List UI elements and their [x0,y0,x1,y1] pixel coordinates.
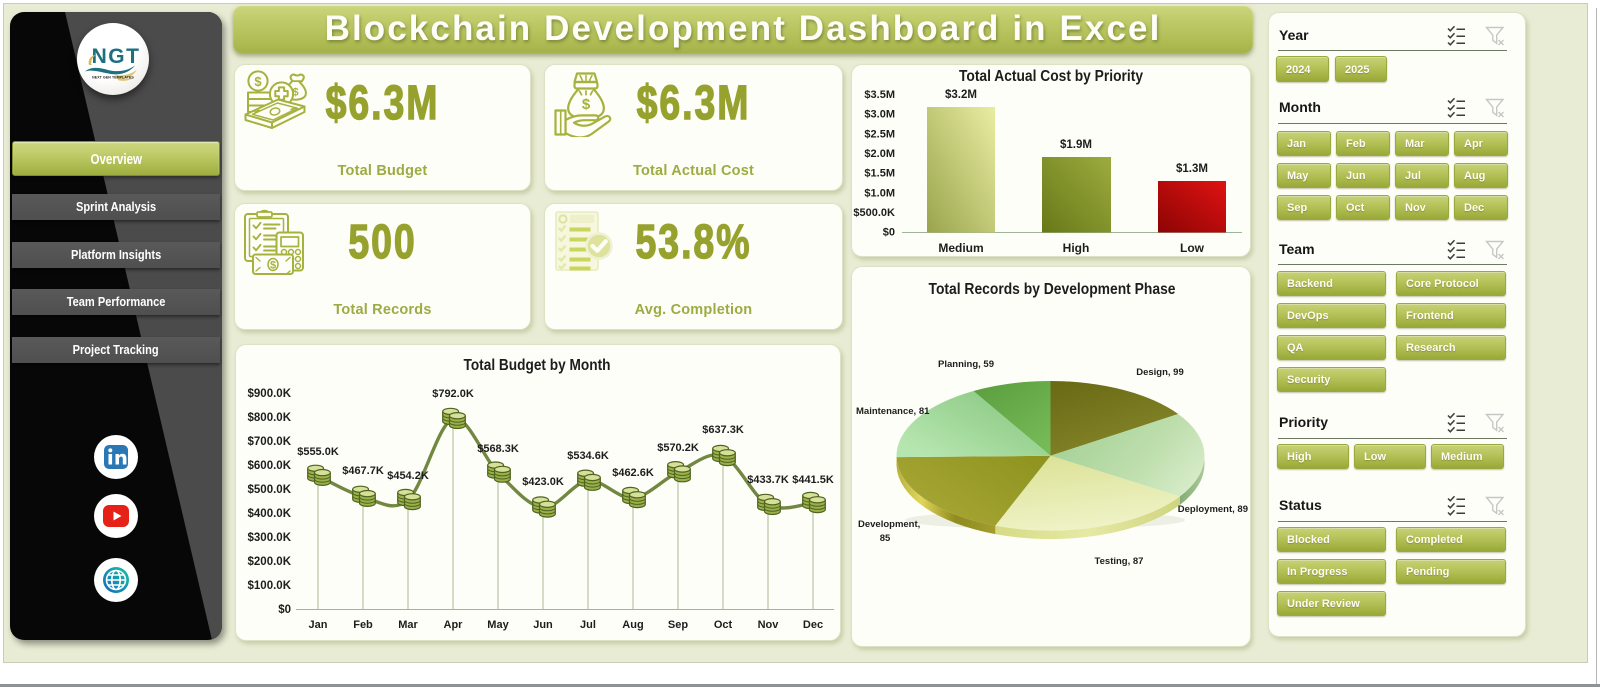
svg-text:Jul: Jul [580,619,596,631]
svg-text:$637.3K: $637.3K [702,424,744,436]
svg-text:$433.7K: $433.7K [747,474,789,486]
svg-text:$1.5M: $1.5M [864,168,895,180]
svg-text:$441.5K: $441.5K [792,474,834,486]
svg-text:Dec: Dec [803,619,823,631]
svg-text:$534.6K: $534.6K [567,450,609,462]
svg-text:85: 85 [880,533,891,544]
svg-text:$: $ [582,96,591,113]
svg-text:$568.3K: $568.3K [477,443,519,455]
svg-text:$: $ [254,74,262,89]
svg-text:$600.0K: $600.0K [248,460,292,472]
svg-text:Maintenance, 81: Maintenance, 81 [856,406,930,417]
svg-text:$700.0K: $700.0K [248,436,292,448]
svg-text:$800.0K: $800.0K [248,412,292,424]
svg-text:$2.5M: $2.5M [864,128,895,140]
svg-text:$2.0M: $2.0M [864,148,895,160]
svg-text:Sep: Sep [668,619,688,631]
svg-text:$423.0K: $423.0K [522,476,564,488]
svg-text:Jun: Jun [533,619,553,631]
svg-text:$3.0M: $3.0M [864,109,895,121]
svg-text:Low: Low [1180,241,1205,255]
svg-text:$: $ [270,260,276,272]
svg-text:$500.0K: $500.0K [248,484,292,496]
svg-text:Design, 99: Design, 99 [1136,367,1184,378]
svg-text:Nov: Nov [758,619,780,631]
svg-text:Apr: Apr [444,619,464,631]
svg-text:$3.2M: $3.2M [945,89,977,101]
svg-text:$300.0K: $300.0K [248,532,292,544]
svg-text:$1.3M: $1.3M [1176,163,1208,175]
svg-text:$100.0K: $100.0K [248,580,292,592]
svg-text:Deployment, 89: Deployment, 89 [1178,504,1248,515]
svg-text:Development,: Development, [858,519,920,530]
svg-text:$454.2K: $454.2K [387,470,429,482]
svg-text:$1.9M: $1.9M [1060,139,1092,151]
svg-text:High: High [1063,241,1090,255]
svg-text:$0: $0 [883,227,895,239]
svg-text:$900.0K: $900.0K [248,388,292,400]
svg-text:$500.0K: $500.0K [853,207,895,219]
svg-text:$0: $0 [278,604,291,616]
svg-text:$1.0M: $1.0M [864,187,895,199]
svg-text:May: May [487,619,509,631]
svg-text:$200.0K: $200.0K [248,556,292,568]
svg-text:$555.0K: $555.0K [297,446,339,458]
svg-text:$467.7K: $467.7K [342,465,384,477]
svg-text:$570.2K: $570.2K [657,442,699,454]
svg-text:Total Records by Development P: Total Records by Development Phase [929,281,1176,298]
svg-text:Jan: Jan [309,619,328,631]
svg-text:Oct: Oct [714,619,733,631]
svg-text:Total Budget by Month: Total Budget by Month [464,357,611,374]
svg-text:Mar: Mar [398,619,418,631]
svg-text:$400.0K: $400.0K [248,508,292,520]
svg-text:Total Actual Cost by Priority: Total Actual Cost by Priority [959,68,1143,85]
svg-text:Medium: Medium [938,241,983,255]
svg-text:Testing, 87: Testing, 87 [1095,556,1144,567]
svg-text:Planning, 59: Planning, 59 [938,359,994,370]
svg-text:$792.0K: $792.0K [432,388,474,400]
svg-text:Aug: Aug [622,619,643,631]
svg-text:Feb: Feb [353,619,373,631]
svg-text:$3.5M: $3.5M [864,89,895,101]
svg-text:$462.6K: $462.6K [612,467,654,479]
svg-text:$: $ [293,87,299,99]
